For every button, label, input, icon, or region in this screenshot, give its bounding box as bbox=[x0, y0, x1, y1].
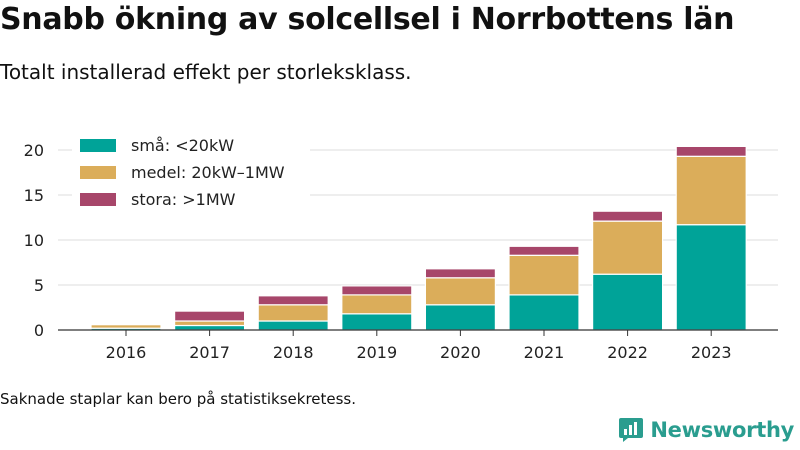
bar-2020-series-0 bbox=[424, 304, 496, 331]
bar-2021-series-1 bbox=[508, 254, 580, 296]
legend-label: små: <20kW bbox=[131, 136, 234, 155]
x-tick-label: 2016 bbox=[106, 343, 147, 362]
x-tick-label: 2022 bbox=[607, 343, 648, 362]
bar-2017-series-2 bbox=[174, 310, 246, 322]
bar-2019-series-2 bbox=[341, 285, 413, 296]
y-tick-label: 10 bbox=[24, 231, 44, 250]
bar-2016-series-2 bbox=[90, 323, 162, 326]
bar-2021-series-0 bbox=[508, 294, 580, 331]
bar-2019-series-1 bbox=[341, 294, 413, 315]
legend-swatch bbox=[80, 166, 116, 179]
bar-2022-series-2 bbox=[591, 210, 664, 222]
x-tick-label: 2021 bbox=[524, 343, 565, 362]
bar-2019-series-0 bbox=[341, 313, 413, 331]
x-tick-label: 2023 bbox=[691, 343, 732, 362]
bar-2017-series-0 bbox=[174, 324, 246, 331]
chart-title: Snabb ökning av solcellsel i Norrbottens… bbox=[0, 2, 735, 37]
x-tick-label: 2020 bbox=[440, 343, 481, 362]
bars bbox=[90, 145, 747, 331]
axes: 0 5 10 15 20 2016 2017 2018 2019 2020 2021 2022 2023 bbox=[24, 141, 778, 362]
bar-2023-series-2 bbox=[675, 145, 747, 157]
newsworthy-logo-icon bbox=[619, 418, 644, 442]
chart-subtitle: Totalt installerad effekt per storlekskl… bbox=[0, 60, 412, 84]
bar-2023-series-0 bbox=[675, 224, 747, 331]
y-tick-label: 20 bbox=[24, 141, 44, 160]
bar-2022-series-1 bbox=[591, 220, 664, 275]
footnote: Saknade staplar kan bero på statistiksek… bbox=[0, 390, 357, 408]
bar-2018-series-2 bbox=[257, 295, 329, 306]
legend-swatch bbox=[80, 193, 116, 206]
bar-2023-series-1 bbox=[675, 155, 747, 226]
stacked-bar-chart: 0 5 10 15 20 2016 2017 2018 2019 2020 2021 2022 2023… bbox=[24, 128, 778, 362]
bar-2020-series-2 bbox=[424, 268, 496, 279]
y-tick-label: 15 bbox=[24, 186, 44, 205]
bar-2021-series-2 bbox=[508, 245, 580, 256]
x-tick-label: 2018 bbox=[273, 343, 314, 362]
bar-2020-series-1 bbox=[424, 277, 496, 306]
x-tick-label: 2017 bbox=[189, 343, 230, 362]
brand-name: Newsworthy bbox=[650, 418, 794, 442]
bar-2018-series-0 bbox=[257, 320, 329, 331]
bar-2018-series-1 bbox=[257, 304, 329, 322]
legend-label: medel: 20kW–1MW bbox=[131, 163, 285, 182]
y-tick-label: 5 bbox=[34, 276, 44, 295]
x-tick-label: 2019 bbox=[356, 343, 397, 362]
legend: små: <20kW medel: 20kW–1MW stora: >1MW bbox=[72, 128, 310, 216]
legend-swatch bbox=[80, 139, 116, 152]
bar-2022-series-0 bbox=[591, 273, 664, 331]
brand-logo: Newsworthy bbox=[618, 417, 794, 443]
bar-2017-series-1 bbox=[174, 320, 246, 327]
y-tick-label: 0 bbox=[34, 321, 44, 340]
legend-label: stora: >1MW bbox=[131, 190, 236, 209]
